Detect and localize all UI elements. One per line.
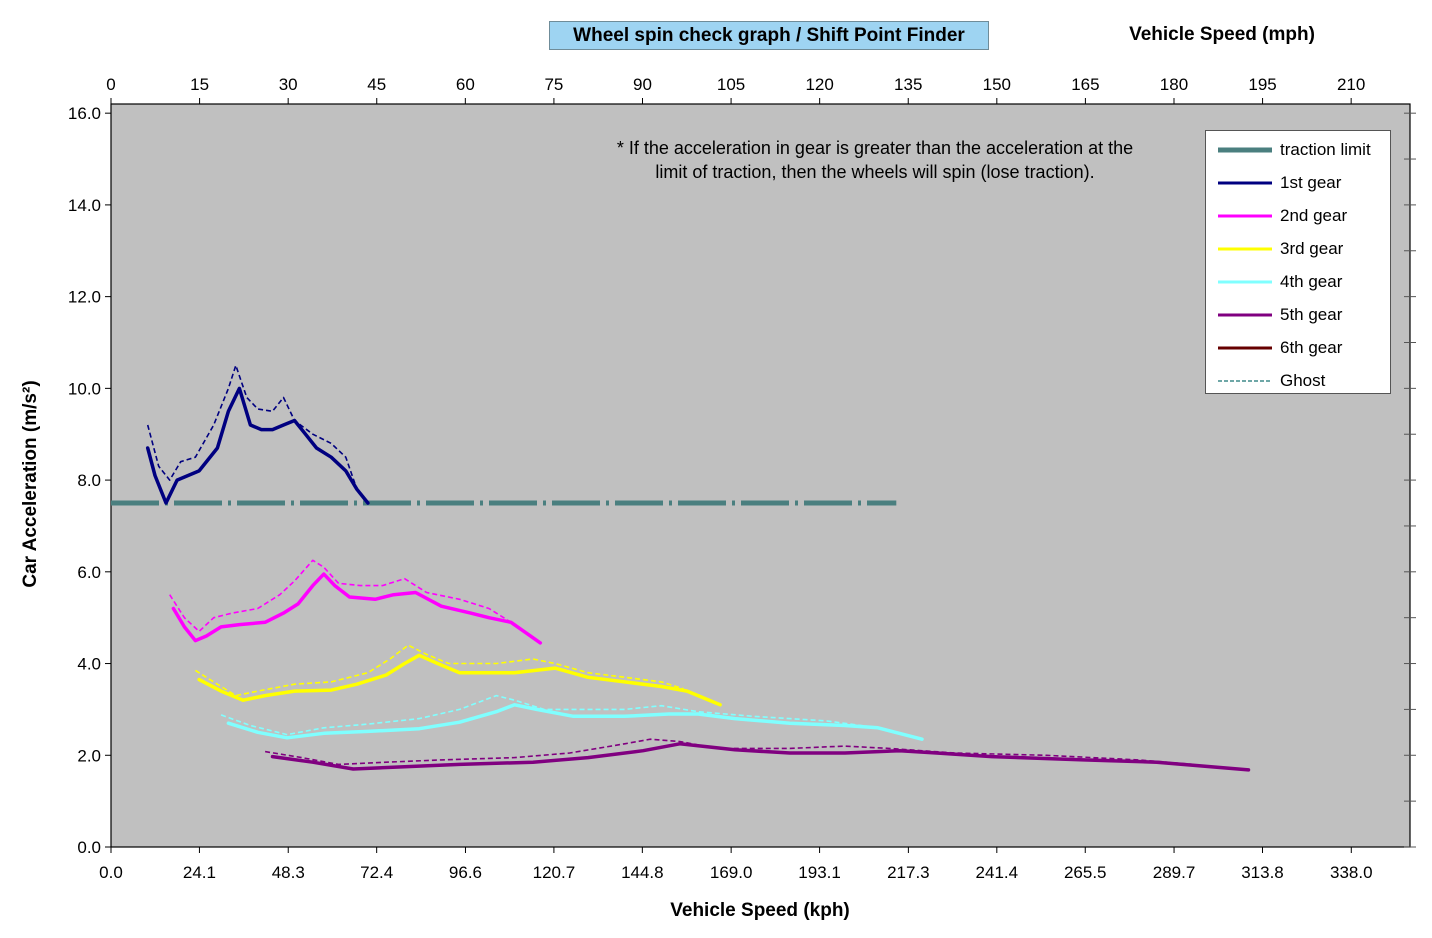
- y-tick-label: 2.0: [77, 746, 101, 765]
- legend-item: 1st gear: [1206, 171, 1392, 195]
- legend-label: 5th gear: [1280, 305, 1343, 324]
- series-line: [270, 742, 1251, 772]
- legend-label: traction limit: [1280, 140, 1371, 159]
- legend-item: 2nd gear: [1206, 204, 1392, 228]
- x-tick-label: 313.8: [1241, 863, 1284, 882]
- x-tick-label: 217.3: [887, 863, 930, 882]
- x2-tick-label: 105: [717, 75, 745, 94]
- legend-item: 5th gear: [1206, 303, 1392, 327]
- legend-label: 3rd gear: [1280, 239, 1344, 258]
- x2-tick-label: 45: [367, 75, 386, 94]
- legend-item: Ghost: [1206, 369, 1392, 393]
- ghost-line: [264, 738, 1194, 766]
- legend-swatch: [1218, 309, 1272, 321]
- legend-item: traction limit: [1206, 138, 1392, 162]
- legend-label: 6th gear: [1280, 338, 1343, 357]
- legend-label: 4th gear: [1280, 272, 1343, 291]
- legend-swatch: [1218, 210, 1272, 222]
- ghost-line: [194, 644, 684, 697]
- legend-label: 1st gear: [1280, 173, 1342, 192]
- legend-swatch: [1218, 342, 1272, 354]
- x-tick-label: 48.3: [272, 863, 305, 882]
- x2-tick-label: 60: [456, 75, 475, 94]
- legend: traction limit 1st gear 2nd gear 3rd gear 4t…: [1205, 130, 1391, 394]
- legend-swatch: [1218, 375, 1272, 387]
- x2-tick-label: 120: [805, 75, 833, 94]
- chart-annotation: * If the acceleration in gear is greater…: [560, 136, 1190, 184]
- y-tick-label: 16.0: [68, 104, 101, 123]
- x-tick-label: 289.7: [1153, 863, 1196, 882]
- series-line: [197, 653, 722, 707]
- annotation-line-1: * If the acceleration in gear is greater…: [616, 138, 1134, 158]
- x-tick-label: 144.8: [621, 863, 664, 882]
- y-tick-label: 14.0: [68, 196, 101, 215]
- legend-swatch: [1218, 276, 1272, 288]
- legend-swatch: [1218, 177, 1272, 189]
- x-tick-label: 241.4: [976, 863, 1019, 882]
- x2-tick-label: 75: [544, 75, 563, 94]
- legend-label: Ghost: [1280, 371, 1326, 390]
- y-tick-label: 0.0: [77, 838, 101, 857]
- x-tick-label: 193.1: [798, 863, 841, 882]
- x-tick-label: 338.0: [1330, 863, 1373, 882]
- legend-swatch: [1218, 144, 1272, 156]
- legend-label: 2nd gear: [1280, 206, 1348, 225]
- ghost-line: [146, 364, 365, 499]
- chart-title: Wheel spin check graph / Shift Point Fin…: [549, 21, 989, 50]
- y-axis-title: Car Acceleration (m/s²): [20, 380, 41, 588]
- y-tick-label: 4.0: [77, 655, 101, 674]
- y-tick-label: 8.0: [77, 471, 101, 490]
- x-tick-label: 265.5: [1064, 863, 1107, 882]
- x2-tick-label: 30: [279, 75, 298, 94]
- top-axis-title: Vehicle Speed (mph): [1129, 24, 1315, 45]
- x2-tick-label: 15: [190, 75, 209, 94]
- y-tick-label: 6.0: [77, 563, 101, 582]
- legend-swatch: [1218, 243, 1272, 255]
- x2-tick-label: 195: [1248, 75, 1276, 94]
- x2-tick-label: 180: [1160, 75, 1188, 94]
- x-tick-label: 96.6: [449, 863, 482, 882]
- series-line: [171, 572, 543, 645]
- x2-tick-label: 150: [983, 75, 1011, 94]
- plot-area: [110, 103, 1411, 848]
- series-line: [145, 386, 370, 505]
- y-tick-label: 12.0: [68, 288, 101, 307]
- y-tick-label: 10.0: [68, 379, 101, 398]
- x-tick-label: 120.7: [533, 863, 576, 882]
- legend-item: 3rd gear: [1206, 237, 1392, 261]
- x-tick-label: 169.0: [710, 863, 753, 882]
- series-line: [226, 703, 924, 741]
- x-tick-label: 24.1: [183, 863, 216, 882]
- x2-tick-label: 135: [894, 75, 922, 94]
- x2-tick-label: 0: [106, 75, 115, 94]
- x2-tick-label: 165: [1071, 75, 1099, 94]
- x2-tick-label: 210: [1337, 75, 1365, 94]
- legend-item: 4th gear: [1206, 270, 1392, 294]
- x-tick-label: 0.0: [99, 863, 123, 882]
- ghost-line: [169, 559, 530, 637]
- ghost-line: [220, 694, 879, 736]
- x2-tick-label: 90: [633, 75, 652, 94]
- legend-item: 6th gear: [1206, 336, 1392, 360]
- x-axis-title: Vehicle Speed (kph): [670, 900, 850, 921]
- annotation-line-2: limit of traction, then the wheels will …: [655, 162, 1095, 182]
- x-tick-label: 72.4: [360, 863, 393, 882]
